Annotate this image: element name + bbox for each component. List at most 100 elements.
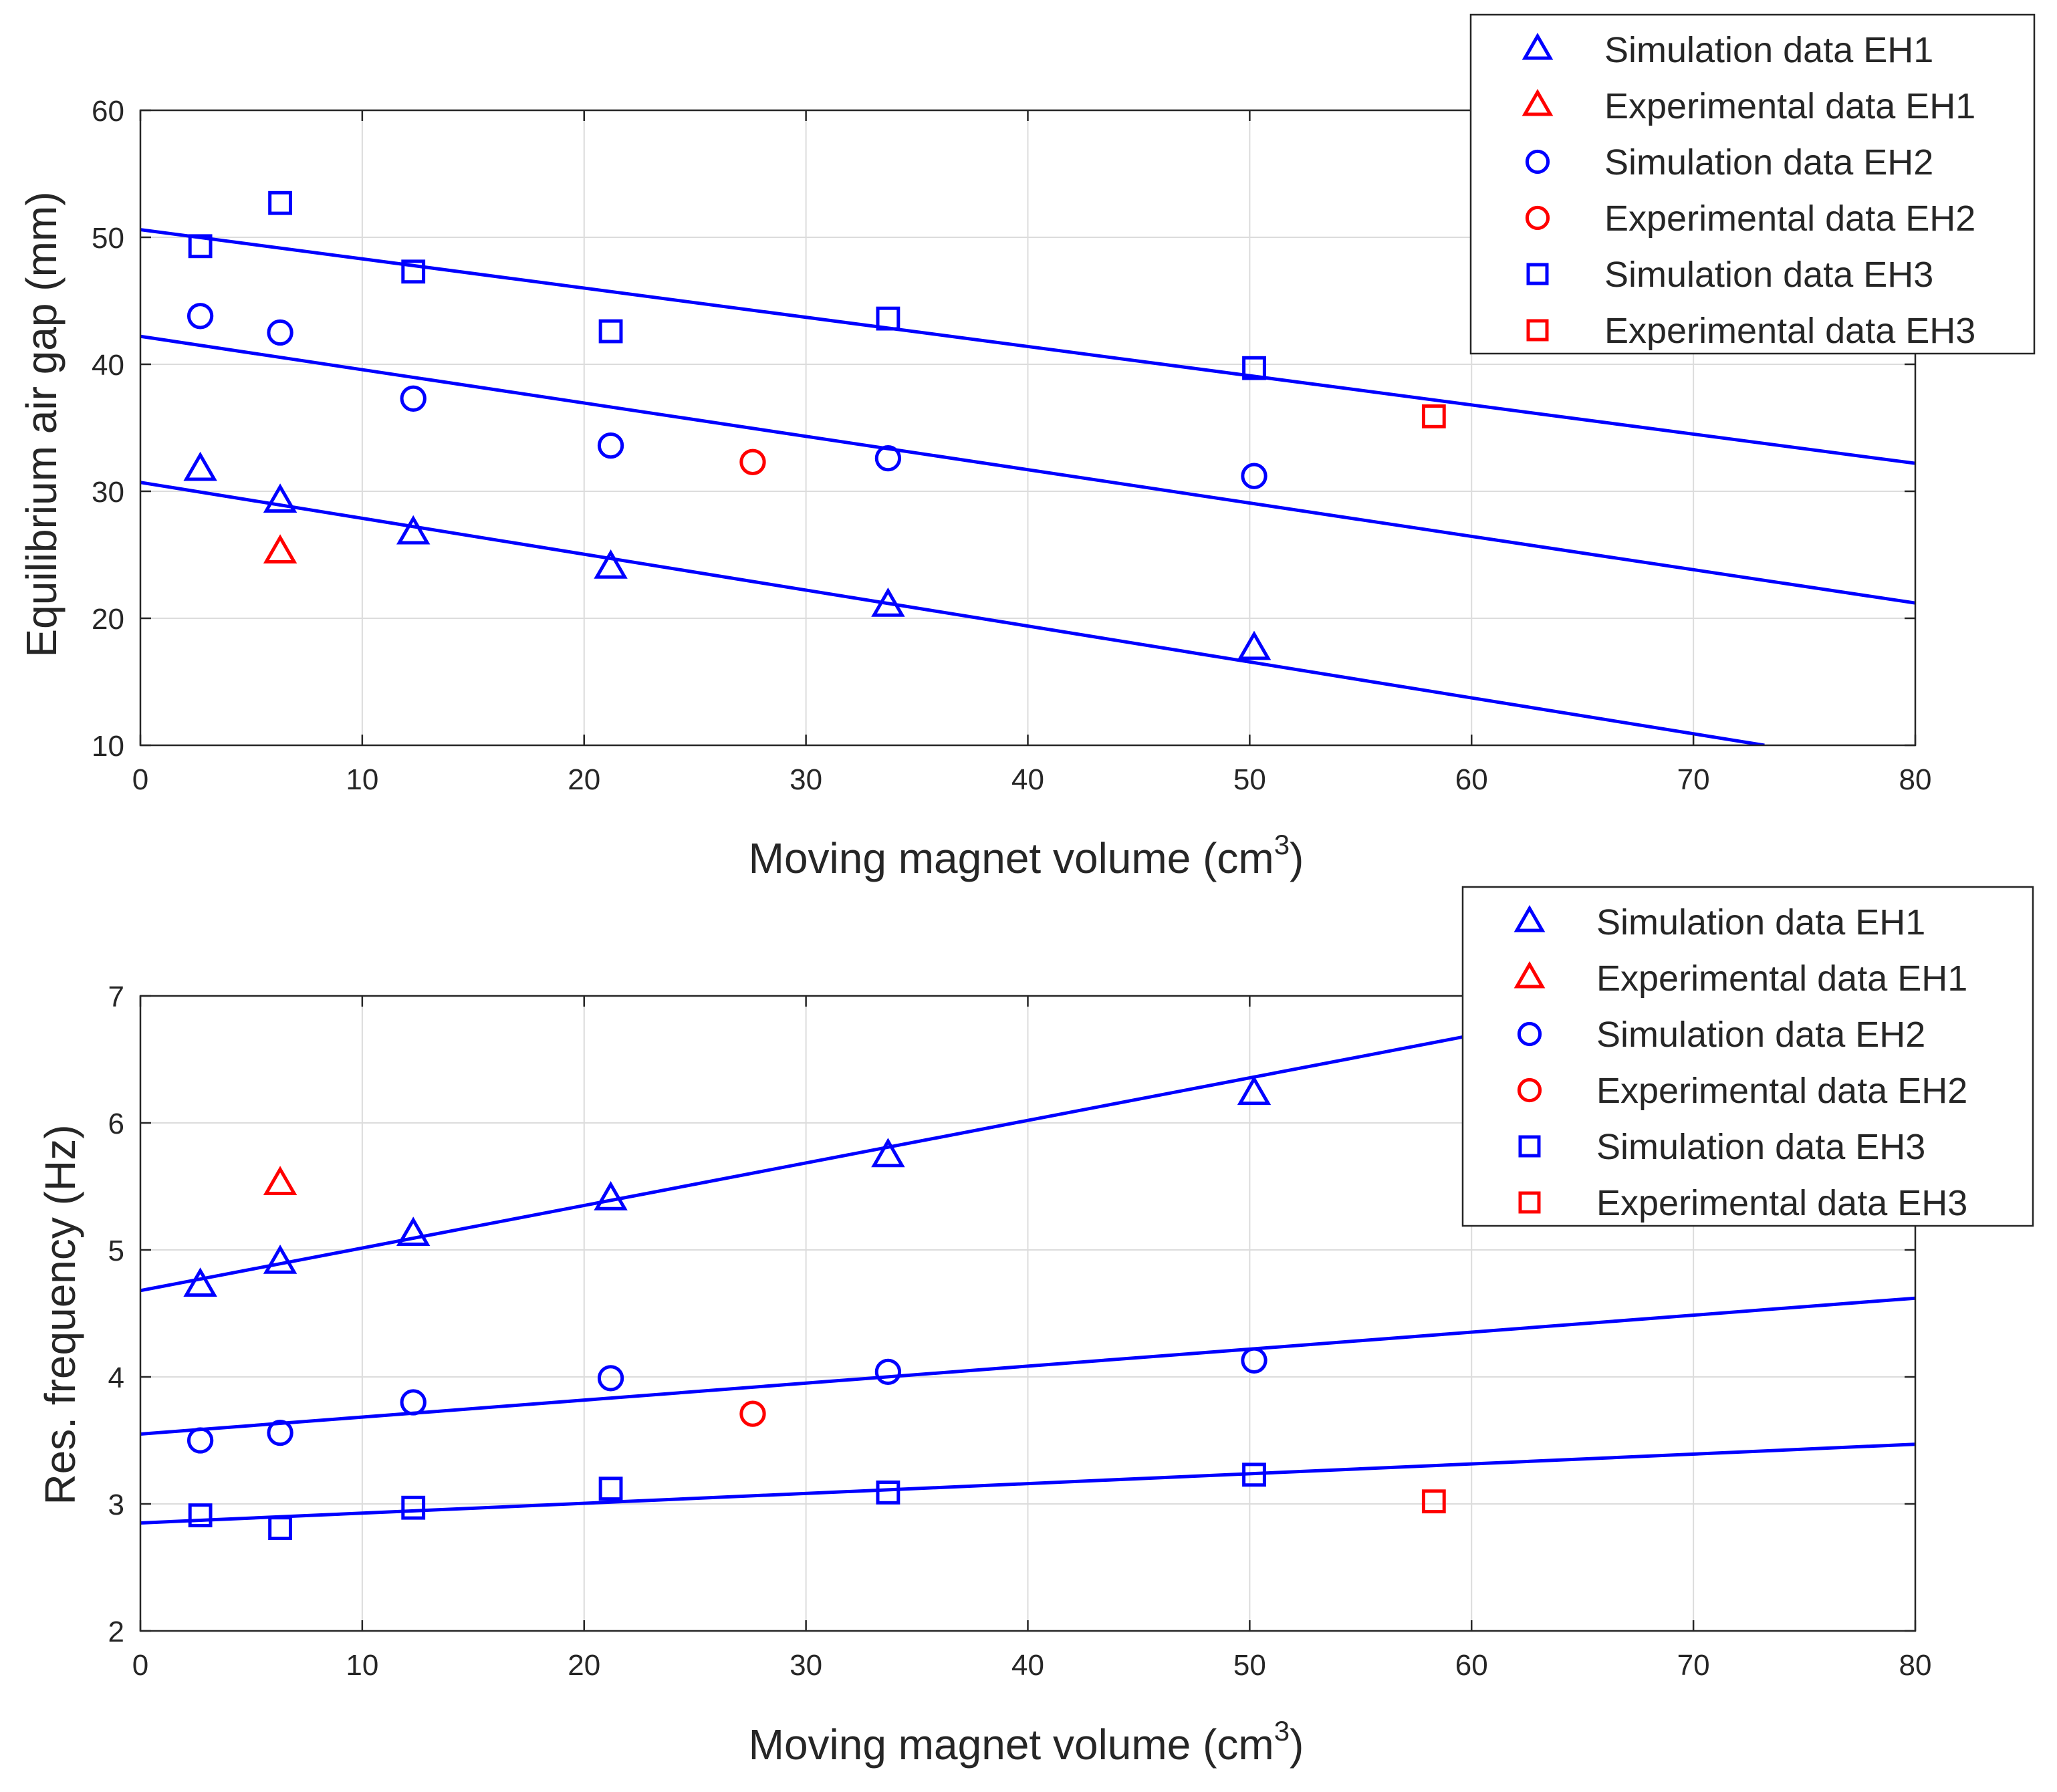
res-frequency-y-tick-label-4: 4 [108,1362,124,1394]
res-frequency-legend-label-simulation-data-eh3: Simulation data EH3 [1596,1127,1925,1167]
res-frequency-simulation-data-eh1-point-4 [871,1138,905,1168]
res-frequency-legend-marker-simulation-data-eh1 [1514,904,1546,932]
air-gap-simulation-data-eh3-point-5 [1242,356,1266,380]
air-gap-y-tick-label-30: 30 [92,476,124,509]
air-gap-legend-label-simulation-data-eh3: Simulation data EH3 [1604,255,1933,295]
res-frequency-y-tick-label-2: 2 [108,1616,124,1648]
res-frequency-legend-label-experimental-data-eh3: Experimental data EH3 [1596,1183,1967,1223]
air-gap-simulation-data-eh2-point-0 [187,303,214,330]
res-frequency-simulation-data-eh1-point-2 [396,1217,431,1246]
air-gap-simulation-data-eh1-point-5 [1237,630,1272,660]
air-gap-legend-marker-experimental-data-eh1 [1522,88,1554,116]
res-frequency-x-tick-label-50: 50 [1233,1649,1266,1682]
res-frequency-legend-label-simulation-data-eh1: Simulation data EH1 [1596,902,1925,942]
air-gap-simulation-data-eh1-point-0 [183,451,217,481]
res-frequency-simulation-data-eh1-point-3 [594,1180,628,1210]
res-frequency-simulation-data-eh3-point-0 [188,1503,213,1527]
res-frequency-simulation-data-eh2-point-2 [400,1389,427,1416]
air-gap-x-tick-label-0: 0 [132,763,148,796]
res-frequency-x-tick-label-20: 20 [568,1649,600,1682]
chart-res-frequency: Moving magnet volume (cm3) Res. frequenc… [36,886,2034,1769]
res-frequency-legend-marker-experimental-data-eh1 [1514,961,1546,989]
air-gap-eh3-fit-line [140,228,1915,465]
air-gap-legend-marker-experimental-data-eh3 [1526,319,1549,342]
res-frequency-y-tick-label-5: 5 [108,1235,124,1267]
res-frequency-legend-marker-simulation-data-eh2 [1517,1021,1542,1047]
air-gap-eh2-fit-line [140,334,1915,605]
air-gap-legend-box [1469,13,2036,355]
res-frequency-simulation-data-eh2-point-3 [597,1365,624,1392]
res-frequency-simulation-data-eh2-point-4 [874,1358,902,1386]
air-gap-x-tick-label-30: 30 [790,763,822,796]
air-gap-simulation-data-eh2-point-1 [267,319,293,346]
air-gap-y-tick-label-40: 40 [92,349,124,382]
air-gap-legend-label-experimental-data-eh2: Experimental data EH2 [1604,199,1975,239]
air-gap-y-tick-label-20: 20 [92,603,124,636]
air-gap-legend-label-simulation-data-eh1: Simulation data EH1 [1604,30,1933,70]
air-gap-simulation-data-eh3-point-1 [268,190,292,215]
res-frequency-x-tick-label-70: 70 [1677,1649,1710,1682]
res-frequency-experimental-data-eh2-point-0 [739,1400,766,1427]
chart-air-gap-x-axis-label: Moving magnet volume (cm3) [749,829,1304,882]
res-frequency-legend-label-experimental-data-eh2: Experimental data EH2 [1596,1071,1967,1111]
air-gap-legend: Simulation data EH1 Experimental data EH1… [1469,13,2036,355]
chart-air-gap-y-axis-label: Equilibrium air gap (mm) [17,191,66,657]
res-frequency-eh2-fit-line [140,1296,1915,1436]
res-frequency-y-tick-label-7: 7 [108,981,124,1013]
air-gap-experimental-data-eh3-point-0 [1421,404,1446,428]
res-frequency-experimental-data-eh3-point-0 [1421,1489,1446,1514]
res-frequency-simulation-data-eh2-point-1 [267,1419,293,1446]
res-frequency-simulation-data-eh2-point-0 [187,1427,214,1454]
air-gap-experimental-data-eh1-point-0 [263,534,297,563]
air-gap-simulation-data-eh1-point-3 [594,549,628,579]
res-frequency-legend-marker-experimental-data-eh3 [1518,1191,1541,1214]
air-gap-legend-marker-simulation-data-eh2 [1525,149,1550,174]
x-axis-label-superscript: 3 [1274,829,1290,860]
air-gap-y-tick-label-10: 10 [92,730,124,763]
air-gap-legend-label-simulation-data-eh2: Simulation data EH2 [1604,142,1933,182]
air-gap-x-tick-label-80: 80 [1899,763,1932,796]
air-gap-legend-marker-simulation-data-eh1 [1522,32,1554,60]
air-gap-legend-label-experimental-data-eh3: Experimental data EH3 [1604,311,1975,351]
res-frequency-simulation-data-eh3-point-5 [1242,1462,1266,1487]
res-frequency-legend-marker-experimental-data-eh2 [1517,1077,1542,1103]
air-gap-simulation-data-eh2-point-5 [1241,463,1267,489]
res-frequency-x-tick-label-40: 40 [1011,1649,1044,1682]
chart-res-frequency-y-axis-label: Res. frequency (Hz) [36,1124,84,1505]
res-frequency-simulation-data-eh2-point-5 [1241,1347,1267,1374]
air-gap-simulation-data-eh2-point-2 [400,385,427,412]
air-gap-simulation-data-eh1-point-4 [871,587,905,617]
res-frequency-y-tick-label-3: 3 [108,1489,124,1521]
chart-air-gap: Moving magnet volume (cm3) Equilibrium a… [17,13,2036,882]
air-gap-legend-marker-experimental-data-eh2 [1525,205,1550,231]
air-gap-y-tick-label-60: 60 [92,95,124,128]
res-frequency-simulation-data-eh3-point-2 [401,1495,426,1520]
air-gap-simulation-data-eh3-point-4 [876,306,900,331]
res-frequency-y-tick-label-6: 6 [108,1108,124,1140]
air-gap-y-tick-label-50: 50 [92,222,124,255]
res-frequency-x-tick-label-80: 80 [1899,1649,1932,1682]
res-frequency-x-tick-label-0: 0 [132,1649,148,1682]
air-gap-simulation-data-eh2-point-4 [874,444,902,472]
air-gap-simulation-data-eh1-point-2 [396,515,431,545]
chart-res-frequency-x-axis-label: Moving magnet volume (cm3) [749,1715,1304,1769]
air-gap-simulation-data-eh3-point-3 [598,319,623,344]
res-frequency-legend: Simulation data EH1 Experimental data EH1… [1461,886,2034,1227]
air-gap-eh1-fit-line [140,481,1765,745]
res-frequency-legend-marker-simulation-data-eh3 [1518,1135,1541,1158]
res-frequency-legend-box [1461,886,2034,1227]
air-gap-simulation-data-eh3-point-0 [188,234,213,259]
air-gap-simulation-data-eh2-point-3 [597,432,624,459]
air-gap-simulation-data-eh1-point-1 [263,483,297,513]
res-frequency-x-tick-label-10: 10 [346,1649,378,1682]
res-frequency-simulation-data-eh3-point-1 [268,1516,292,1540]
res-frequency-experimental-data-eh1-point-0 [263,1166,297,1195]
res-frequency-x-tick-label-60: 60 [1455,1649,1488,1682]
air-gap-x-tick-label-70: 70 [1677,763,1710,796]
air-gap-legend-label-experimental-data-eh1: Experimental data EH1 [1604,86,1975,126]
res-frequency-eh3-fit-line [140,1442,1915,1525]
x-axis-label-superscript: 3 [1274,1715,1290,1747]
res-frequency-simulation-data-eh1-point-1 [263,1244,297,1274]
res-frequency-simulation-data-eh1-point-5 [1237,1075,1272,1106]
air-gap-x-tick-label-50: 50 [1233,763,1266,796]
